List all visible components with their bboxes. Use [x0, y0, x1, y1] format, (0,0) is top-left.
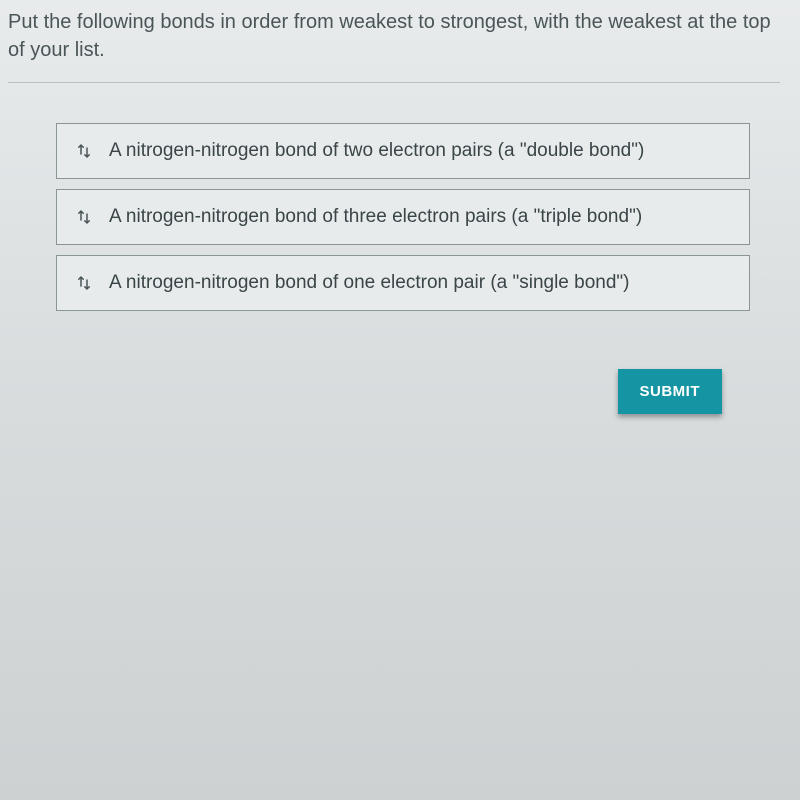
sortable-option[interactable]: A nitrogen-nitrogen bond of one electron…	[56, 255, 750, 311]
divider	[8, 82, 780, 83]
quiz-container: Put the following bonds in order from we…	[0, 0, 800, 414]
drag-sort-icon	[75, 274, 93, 292]
submit-wrapper: SUBMIT	[8, 369, 780, 414]
sortable-option[interactable]: A nitrogen-nitrogen bond of two electron…	[56, 123, 750, 179]
drag-sort-icon	[75, 142, 93, 160]
sortable-option[interactable]: A nitrogen-nitrogen bond of three electr…	[56, 189, 750, 245]
options-list: A nitrogen-nitrogen bond of two electron…	[8, 123, 780, 311]
option-label: A nitrogen-nitrogen bond of two electron…	[109, 140, 644, 162]
option-label: A nitrogen-nitrogen bond of one electron…	[109, 272, 630, 294]
option-label: A nitrogen-nitrogen bond of three electr…	[109, 206, 642, 228]
drag-sort-icon	[75, 208, 93, 226]
submit-button[interactable]: SUBMIT	[618, 369, 723, 414]
question-text: Put the following bonds in order from we…	[8, 8, 780, 64]
